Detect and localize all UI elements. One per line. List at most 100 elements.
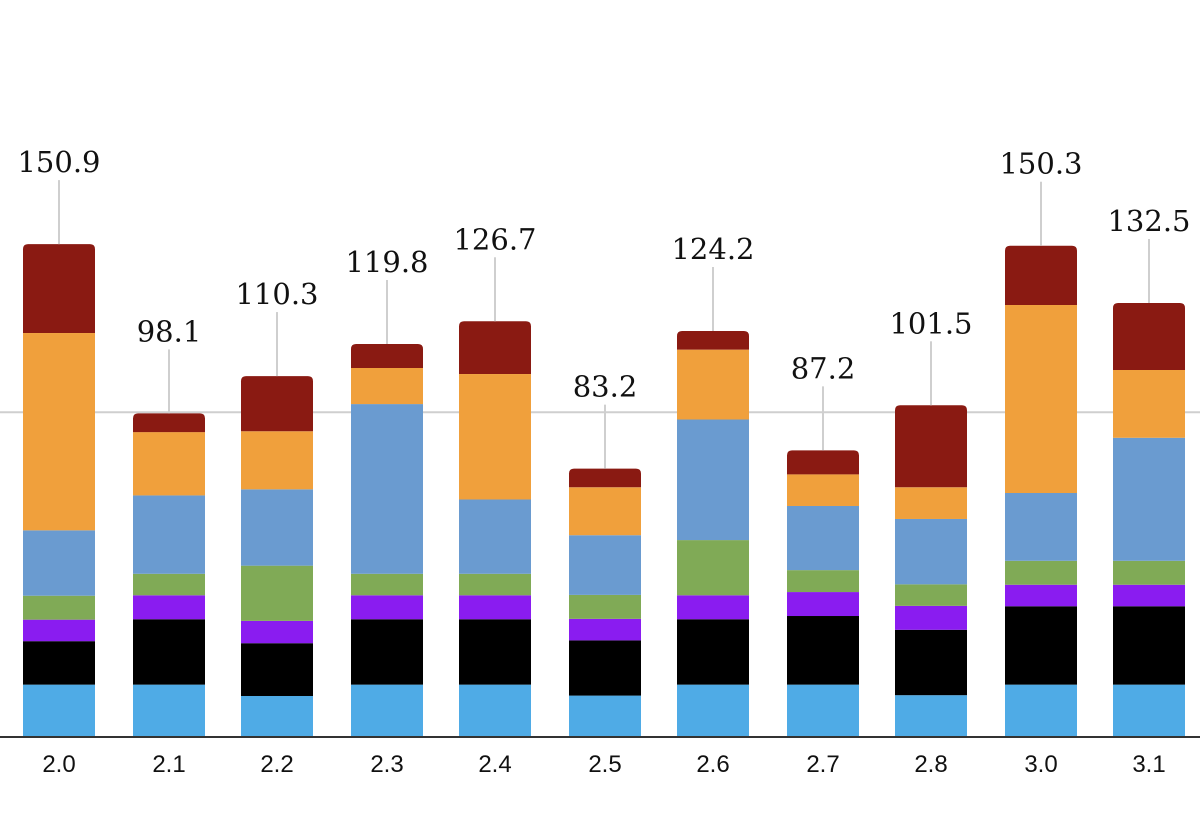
total-label: 150.9	[17, 145, 100, 179]
bar-segment	[1005, 560, 1077, 585]
bar-segment	[895, 629, 967, 696]
bar-segment	[351, 343, 423, 368]
bar-segment	[1113, 560, 1185, 585]
x-tick-label: 2.0	[42, 751, 75, 778]
bar-segment	[351, 619, 423, 685]
bar-segment	[1005, 245, 1077, 306]
bar-segment	[787, 474, 859, 506]
bar-segment	[241, 643, 313, 696]
bar-segment	[459, 619, 531, 685]
bar-segment	[569, 535, 641, 595]
bar-stack-2-6	[677, 331, 749, 737]
bar-segment	[787, 570, 859, 593]
bar-segment	[1113, 302, 1185, 370]
bar-segment	[677, 540, 749, 596]
bar-segment	[787, 616, 859, 685]
bar-segment	[1005, 584, 1077, 607]
bar-segment	[1113, 437, 1185, 561]
bar-segment	[241, 431, 313, 490]
bar-segment	[677, 331, 749, 350]
bars	[23, 244, 1185, 737]
bar-segment	[459, 499, 531, 574]
bar-segment	[1113, 369, 1185, 438]
bar-segment	[895, 605, 967, 630]
x-tick-label: 2.2	[260, 751, 293, 778]
bar-segment	[895, 584, 967, 606]
bar-segment	[351, 404, 423, 574]
bar-segment	[895, 487, 967, 519]
x-tick-label: 2.4	[478, 751, 511, 778]
total-label: 126.7	[453, 222, 536, 256]
bar-segment	[1113, 684, 1185, 737]
bar-segment	[133, 413, 205, 433]
bar-segment	[351, 684, 423, 737]
bar-segment	[23, 333, 95, 531]
x-tick-label: 2.7	[806, 751, 839, 778]
total-label: 98.1	[137, 314, 202, 348]
bar-stack-2-2	[241, 376, 313, 737]
total-label: 101.5	[889, 306, 972, 340]
bar-segment	[1113, 606, 1185, 685]
bar-stack-2-3	[351, 343, 423, 737]
bar-segment	[133, 432, 205, 496]
bar-segment	[677, 619, 749, 685]
bar-segment	[133, 495, 205, 574]
bar-segment	[133, 619, 205, 685]
bar-segment	[351, 595, 423, 620]
bar-segment	[677, 349, 749, 420]
bar-stack-2-8	[895, 405, 967, 737]
bar-segment	[677, 684, 749, 737]
bar-segment	[241, 620, 313, 644]
x-tick-label: 2.6	[696, 751, 729, 778]
x-tick-labels: 2.0 2.1 2.2 2.3 2.4 2.5 2.6 2.7 2.8 3.0 3.1	[42, 751, 1165, 778]
bar-segment	[351, 573, 423, 596]
total-label: 124.2	[671, 232, 754, 266]
total-label: 110.3	[235, 277, 318, 311]
bar-segment	[23, 684, 95, 737]
bar-segment	[459, 321, 531, 375]
bar-segment	[569, 487, 641, 536]
bar-segment	[569, 640, 641, 696]
bar-segment	[677, 419, 749, 541]
bar-segment	[1005, 492, 1077, 561]
bar-segment	[787, 684, 859, 737]
bar-segment	[787, 592, 859, 617]
bar-stack-2-4	[459, 321, 531, 737]
bar-stack-2-0	[23, 244, 95, 737]
bar-segment	[241, 376, 313, 432]
bar-segment	[23, 244, 95, 334]
bar-segment	[569, 618, 641, 641]
bar-stack-2-1	[133, 413, 205, 737]
bar-segment	[459, 573, 531, 596]
bar-segment	[241, 565, 313, 621]
bar-segment	[23, 595, 95, 620]
bar-segment	[23, 530, 95, 596]
bar-segment	[133, 684, 205, 737]
total-label: 132.5	[1107, 204, 1190, 238]
total-label: 87.2	[791, 351, 856, 385]
bar-stack-3-1	[1113, 302, 1185, 737]
bar-segment	[459, 595, 531, 620]
bar-segment	[1005, 305, 1077, 493]
x-tick-label: 2.8	[914, 751, 947, 778]
total-labels: 150.9 98.1 110.3 119.8 126.7 83.2 124.2 87.2 101…	[17, 145, 1190, 404]
x-tick-label: 2.1	[152, 751, 185, 778]
bar-segment	[133, 595, 205, 620]
x-tick-label: 3.1	[1132, 751, 1165, 778]
bar-segment	[459, 684, 531, 737]
bar-segment	[895, 405, 967, 488]
bar-segment	[569, 695, 641, 737]
bar-segment	[1113, 584, 1185, 607]
x-tick-label: 2.3	[370, 751, 403, 778]
bar-stack-3-0	[1005, 245, 1077, 737]
bar-segment	[241, 489, 313, 566]
bar-segment	[569, 594, 641, 619]
bar-segment	[569, 468, 641, 488]
bar-stack-2-7	[787, 450, 859, 737]
x-tick-label: 2.5	[588, 751, 621, 778]
bar-stack-2-5	[569, 468, 641, 737]
bar-segment	[677, 595, 749, 620]
bar-segment	[241, 695, 313, 737]
bar-segment	[459, 374, 531, 500]
